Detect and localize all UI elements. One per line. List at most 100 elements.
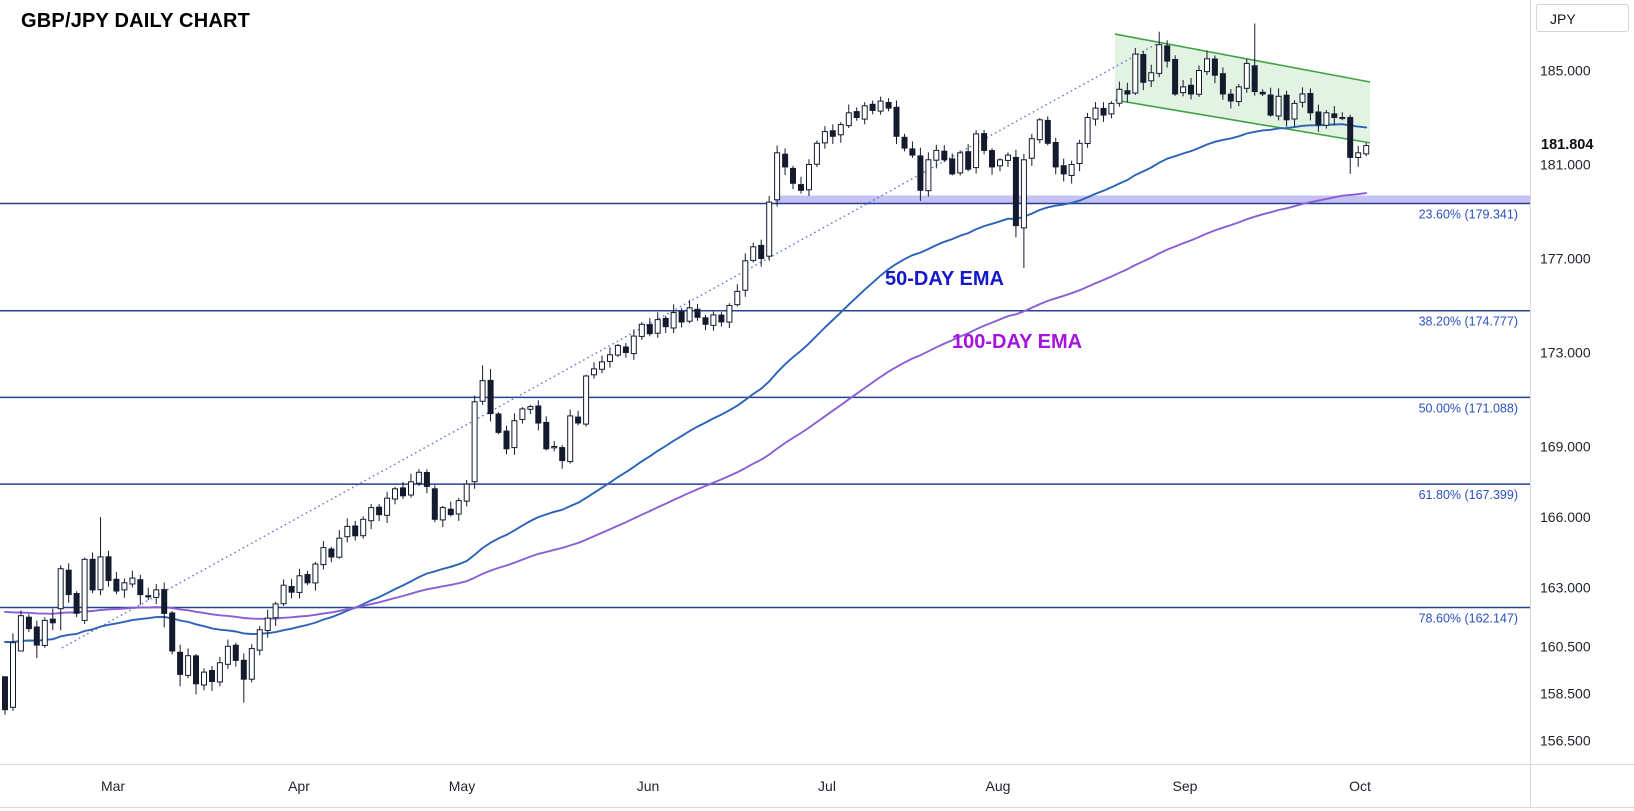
candle-bullish	[511, 420, 518, 449]
fib-label-2: 50.00% (171.088)	[1419, 401, 1518, 415]
candle-bearish	[73, 593, 80, 614]
candle-bearish	[1307, 93, 1314, 114]
candle-bearish	[137, 579, 144, 596]
candle-bullish	[392, 488, 398, 500]
candle-bullish	[750, 246, 757, 261]
candle-bullish	[320, 547, 327, 566]
candle-bullish	[129, 577, 136, 585]
candle-bullish	[1116, 88, 1123, 104]
candle-bullish	[614, 344, 621, 356]
candle-bearish	[949, 158, 956, 175]
candle-bullish	[17, 615, 24, 652]
candle-bullish	[766, 201, 773, 257]
price-tick-185.000: 185.000	[1540, 63, 1591, 79]
candle-bearish	[917, 155, 924, 191]
candle-bearish	[1219, 73, 1226, 95]
candle-bearish	[447, 508, 454, 516]
ema50-line	[4, 123, 1368, 643]
price-axis[interactable]: 185.000 181.000 177.000 173.000 169.000 166.0…	[1540, 63, 1591, 749]
candle-bearish	[901, 136, 908, 149]
candle-bullish	[997, 159, 1003, 167]
candle-bullish	[1036, 119, 1043, 141]
candle-bearish	[423, 472, 430, 487]
candle-bearish	[1283, 94, 1290, 121]
candle-bearish	[662, 317, 669, 328]
candle-bullish	[360, 518, 367, 537]
candle-bearish	[885, 102, 892, 109]
candle-bearish	[853, 111, 860, 118]
candle-bearish	[328, 548, 335, 558]
candle-bullish	[336, 537, 343, 558]
month-label-Aug: Aug	[986, 778, 1011, 794]
candle-bullish	[806, 164, 812, 191]
candle-bearish	[495, 413, 502, 433]
candle-bearish	[1164, 45, 1171, 62]
candle-bearish	[25, 616, 32, 630]
candle-bullish	[81, 558, 88, 621]
candle-bullish	[1204, 58, 1210, 73]
candle-bullish	[638, 323, 645, 337]
candle-bullish	[630, 335, 637, 355]
month-label-Sep: Sep	[1173, 778, 1198, 794]
candle-bullish	[264, 617, 271, 631]
candle-bullish	[312, 563, 319, 584]
candle-bearish	[646, 324, 653, 335]
candle-bullish	[726, 305, 733, 323]
candle-bullish	[344, 525, 351, 538]
ema50-label: 50-DAY EMA	[885, 268, 1004, 290]
candle-bullish	[384, 497, 391, 516]
candle-bearish	[1100, 107, 1107, 116]
candle-bearish	[535, 405, 542, 424]
price-tick-177.000: 177.000	[1540, 251, 1591, 267]
candle-bullish	[471, 401, 478, 483]
candle-bearish	[503, 430, 510, 450]
candle-bearish	[113, 578, 120, 592]
candle-bearish	[718, 314, 725, 323]
candle-bullish	[1156, 44, 1163, 74]
candle-bullish	[201, 671, 207, 686]
channel-top-line	[1114, 33, 1371, 83]
candle-bearish	[431, 488, 438, 520]
candle-bullish	[1084, 117, 1091, 144]
candle-bearish	[782, 153, 789, 168]
candle-bearish	[89, 558, 96, 591]
candle-bullish	[599, 361, 605, 370]
candle-bullish	[1275, 95, 1282, 117]
candle-bullish	[1235, 86, 1242, 103]
candle-bearish	[1172, 59, 1179, 95]
month-label-Jun: Jun	[637, 778, 660, 794]
candle-bullish	[1355, 152, 1362, 159]
candle-bullish	[368, 507, 375, 522]
candle-bearish	[288, 586, 295, 593]
candle-bearish	[965, 151, 972, 170]
candle-bullish	[861, 105, 868, 120]
month-label-Mar: Mar	[101, 778, 125, 794]
current-price-label: 181.804	[1539, 137, 1596, 153]
candle-bearish	[2, 676, 8, 711]
candle-bearish	[400, 487, 406, 497]
candle-bullish	[296, 575, 303, 593]
candle-bullish	[1243, 62, 1250, 89]
candle-bearish	[169, 612, 176, 652]
month-label-Jul: Jul	[818, 778, 836, 794]
currency-badge[interactable]: JPY	[1536, 4, 1629, 32]
candle-bearish	[1060, 165, 1067, 175]
time-axis[interactable]: Mar Apr May Jun Jul Aug Sep Oct	[101, 778, 1371, 794]
candle-bullish	[837, 124, 844, 136]
channel-fill	[1115, 34, 1370, 143]
candle-bearish	[1267, 94, 1274, 116]
candle-bullish	[734, 290, 741, 306]
candle-bullish	[957, 152, 964, 174]
candle-bearish	[193, 655, 199, 685]
fib-label-1: 38.20% (174.777)	[1419, 315, 1518, 329]
candle-bullish	[877, 100, 884, 112]
candle-bearish	[1347, 117, 1354, 158]
candle-bullish	[925, 159, 932, 192]
candle-bearish	[1251, 65, 1258, 93]
candle-bearish	[694, 308, 701, 318]
month-label-Oct: Oct	[1349, 778, 1371, 794]
candle-bearish	[1044, 119, 1051, 144]
price-tick-156.500: 156.500	[1540, 732, 1591, 748]
